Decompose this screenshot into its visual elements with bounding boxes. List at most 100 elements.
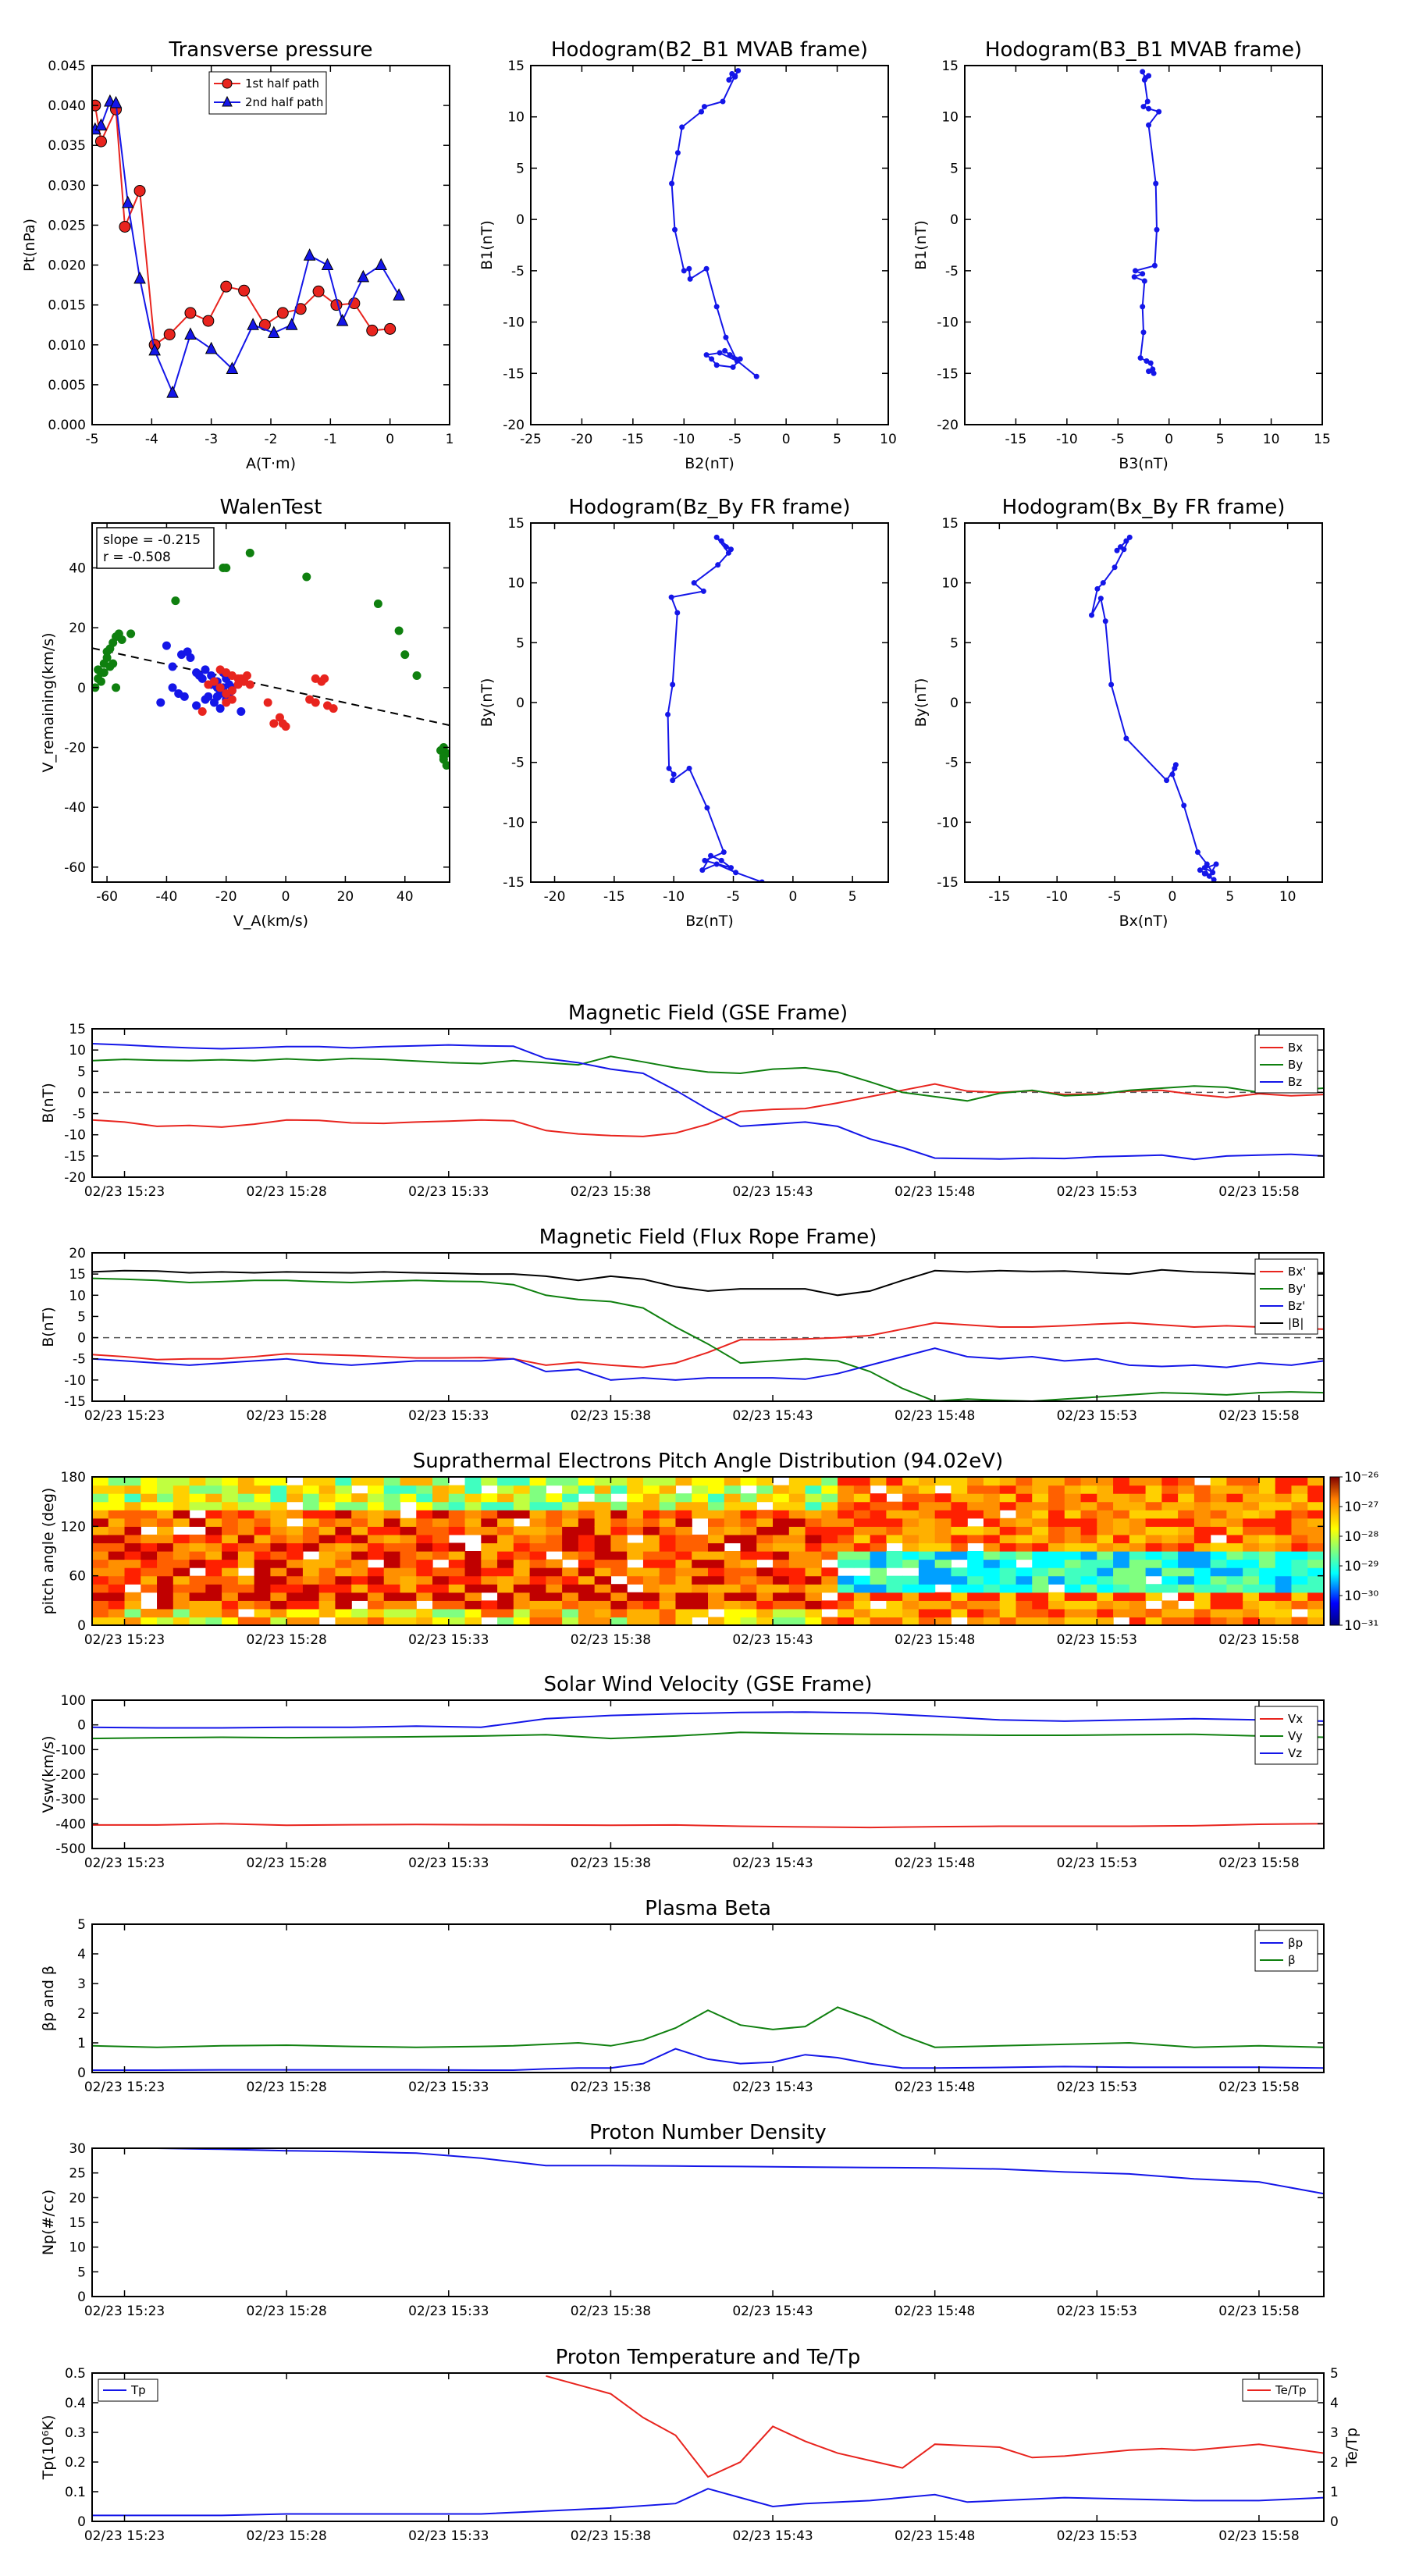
chart-title: Hodogram(B3_B1 MVAB frame) <box>985 38 1302 62</box>
heatmap-cell <box>497 1551 514 1560</box>
heatmap-cell <box>335 1551 352 1560</box>
heatmap-cell <box>157 1542 174 1552</box>
heatmap-cell <box>513 1485 531 1494</box>
heatmap-cell <box>383 1617 401 1625</box>
heatmap-cell <box>708 1592 725 1601</box>
data-point <box>166 385 179 398</box>
y-tick-label: -20 <box>64 1170 86 1186</box>
heatmap-cell <box>1161 1534 1179 1544</box>
heatmap-cell <box>870 1551 887 1560</box>
heatmap-cell <box>108 1534 126 1544</box>
heatmap-cell <box>1080 1493 1097 1503</box>
x-tick-label: 02/23 15:53 <box>1057 2304 1137 2319</box>
heatmap-cell <box>562 1485 579 1494</box>
heatmap-cell <box>594 1617 612 1625</box>
heatmap-cell <box>838 1510 855 1519</box>
heatmap-cell <box>222 1477 239 1486</box>
heatmap-cell <box>432 1510 450 1519</box>
heatmap-cell <box>481 1551 498 1560</box>
data-point <box>665 711 671 717</box>
heatmap-cell <box>1048 1510 1065 1519</box>
data-point <box>1123 735 1129 742</box>
heatmap-cell <box>594 1477 612 1486</box>
heatmap-cell <box>448 1584 466 1593</box>
y-tick-label: 5 <box>77 1064 86 1080</box>
chart-title: Magnetic Field (GSE Frame) <box>568 1002 848 1025</box>
data-point <box>1114 547 1120 553</box>
heatmap-cell <box>383 1608 401 1618</box>
y-tick-label: -10 <box>503 815 525 831</box>
heatmap-cell <box>708 1559 725 1568</box>
heatmap-cell <box>999 1551 1017 1560</box>
heatmap-cell <box>1193 1617 1211 1625</box>
panel-hodogram-b3-b1: Hodogram(B3_B1 MVAB frame)-20-15-10-5051… <box>912 38 1331 472</box>
heatmap-cell <box>1161 1542 1179 1552</box>
data-point <box>718 538 724 544</box>
heatmap-cell <box>838 1575 855 1585</box>
series-line <box>94 105 390 347</box>
heatmap-cell <box>1064 1493 1082 1503</box>
heatmap-cell <box>351 1493 368 1503</box>
heatmap-cell <box>562 1600 579 1610</box>
heatmap-cell <box>805 1493 822 1503</box>
heatmap-cell <box>1064 1575 1082 1585</box>
heatmap-cell <box>821 1600 838 1610</box>
heatmap-cell <box>902 1510 919 1519</box>
heatmap-cell <box>1307 1477 1324 1486</box>
y2-axis-label: Te/Tp <box>1343 2428 1361 2467</box>
heatmap-cell <box>1243 1575 1260 1585</box>
x-tick-label: 02/23 15:43 <box>732 1184 813 1200</box>
heatmap-cell <box>740 1534 757 1544</box>
heatmap-cell <box>805 1510 822 1519</box>
heatmap-cell <box>642 1534 660 1544</box>
heatmap-cell <box>464 1477 482 1486</box>
heatmap-cell <box>335 1517 352 1527</box>
heatmap-cell <box>918 1617 936 1625</box>
heatmap-cell <box>92 1600 109 1610</box>
x-tick-label: 02/23 15:33 <box>408 1408 489 1424</box>
heatmap-cell <box>627 1608 644 1618</box>
heatmap-cell <box>237 1542 255 1552</box>
heatmap-cell <box>432 1584 450 1593</box>
heatmap-cell <box>1113 1526 1130 1535</box>
heatmap-cell <box>367 1567 385 1577</box>
heatmap-cell <box>1307 1510 1324 1519</box>
heatmap-cell <box>513 1592 531 1601</box>
y-tick-label: -5 <box>945 264 959 279</box>
annotation-text: r = -0.508 <box>103 550 171 565</box>
heatmap-cell <box>529 1517 546 1527</box>
y-tick-label: 1 <box>77 2036 86 2051</box>
legend-label: Bz' <box>1288 1299 1305 1313</box>
heatmap-cell <box>1048 1575 1065 1585</box>
heatmap-cell <box>1307 1493 1324 1503</box>
heatmap-cell <box>302 1534 320 1544</box>
heatmap-cell <box>967 1592 984 1601</box>
heatmap-cell <box>1193 1575 1211 1585</box>
heatmap-cell <box>821 1517 838 1527</box>
heatmap-cell <box>124 1510 141 1519</box>
y-tick-label: 15 <box>507 516 525 532</box>
data-point <box>281 722 290 731</box>
x-tick-label: 02/23 15:48 <box>895 1408 975 1424</box>
x-tick-label: 02/23 15:38 <box>571 2304 651 2319</box>
heatmap-cell <box>838 1542 855 1552</box>
heatmap-cell <box>1210 1592 1228 1601</box>
heatmap-cell <box>1210 1501 1228 1510</box>
heatmap-cell <box>1243 1477 1260 1486</box>
heatmap-cell <box>546 1493 563 1503</box>
heatmap-cell <box>627 1493 644 1503</box>
heatmap-cell <box>318 1510 336 1519</box>
heatmap-cell <box>578 1567 596 1577</box>
heatmap-cell <box>448 1517 466 1527</box>
heatmap-cell <box>513 1551 531 1560</box>
heatmap-cell <box>562 1526 579 1535</box>
heatmap-cell <box>788 1617 806 1625</box>
heatmap-cell <box>983 1592 1001 1601</box>
heatmap-cell <box>918 1551 936 1560</box>
heatmap-cell <box>934 1600 952 1610</box>
y-axis-label: B1(nT) <box>478 220 496 270</box>
x-tick-label: 02/23 15:58 <box>1218 1632 1299 1648</box>
heatmap-cell <box>1193 1542 1211 1552</box>
heatmap-cell <box>1145 1534 1162 1544</box>
